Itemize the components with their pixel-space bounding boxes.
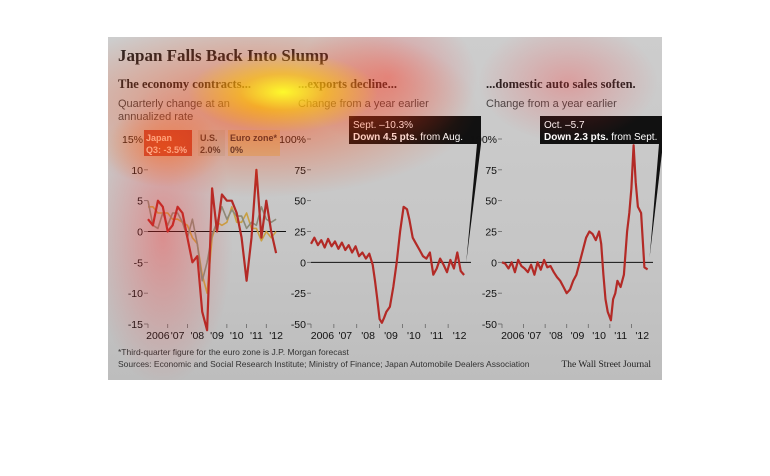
series-line-0 (501, 144, 649, 322)
x-tick-label: '12 (453, 330, 467, 342)
y-tick-label: -25 (482, 288, 497, 300)
x-tick-label: '08 (361, 330, 375, 342)
y-tick-label: -25 (291, 288, 306, 300)
y-tick-label: 100% (279, 134, 306, 146)
y-tick-label: 50 (485, 196, 497, 208)
x-tick-label: '07 (528, 330, 542, 342)
panel-description-2: annualized rate (118, 111, 193, 123)
panel-description: Change from a year earlier (486, 98, 617, 110)
y-tick-label: 15% (122, 134, 143, 146)
x-tick-label: '07 (171, 330, 185, 342)
x-tick-label: '09 (571, 330, 585, 342)
x-tick-label: '11 (614, 330, 627, 342)
y-tick-label: 75 (485, 165, 497, 177)
y-tick-label: 0 (491, 257, 497, 269)
x-tick-label: 2006 (146, 330, 170, 342)
callout-pointer (466, 144, 481, 264)
y-tick-label: 25 (485, 227, 497, 239)
callout-line2: Down 4.5 pts. from Aug. (353, 132, 463, 143)
economy-panel: The economy contracts... Quarterly change… (118, 77, 286, 342)
y-tick-label: -50 (291, 319, 306, 331)
y-tick-label: 5 (137, 196, 143, 208)
y-tick-label: 75 (294, 165, 306, 177)
y-tick-label: 50 (294, 196, 306, 208)
panel-subtitle: The economy contracts... (118, 77, 251, 91)
y-tick-label: -50 (482, 319, 497, 331)
exports-panel: ...exports decline... Change from a year … (279, 77, 481, 342)
x-tick-label: 2006 (311, 330, 335, 342)
sources: Sources: Economic and Social Research In… (118, 359, 530, 369)
y-tick-label: 10 (131, 165, 143, 177)
x-tick-label: '12 (635, 330, 649, 342)
x-tick-label: '10 (230, 330, 244, 342)
x-tick-label: '11 (250, 330, 263, 342)
series-line-0 (310, 205, 465, 324)
callout-line2: Down 2.3 pts. from Sept. (544, 132, 657, 143)
y-tick-label: 0 (137, 227, 143, 239)
callout-line1: Sept. –10.3% (353, 120, 413, 131)
y-tick-label: -5 (134, 257, 143, 269)
legend-name: Japan (146, 133, 172, 143)
credit: The Wall Street Journal (561, 360, 651, 370)
legend-name: U.S. (200, 133, 218, 143)
x-tick-label: '09 (210, 330, 224, 342)
callout-pointer (649, 144, 662, 258)
y-tick-label: 100% (470, 134, 497, 146)
y-tick-label: 0 (300, 257, 306, 269)
chart-title: Japan Falls Back Into Slump (118, 46, 329, 65)
x-tick-label: '07 (338, 330, 352, 342)
legend-name: Euro zone* (230, 133, 278, 143)
callout-bold: Down 2.3 pts. (544, 132, 609, 143)
callout-rest: from Aug. (417, 132, 463, 143)
x-tick-label: '09 (384, 330, 398, 342)
panel-subtitle: ...exports decline... (298, 77, 397, 91)
series-line-0 (147, 168, 278, 332)
legend-value: 0% (230, 145, 243, 155)
x-tick-label: 2006 (501, 330, 525, 342)
panel-description: Change from a year earlier (298, 98, 429, 110)
x-tick-label: '11 (430, 330, 443, 342)
panel-description: Quarterly change at an (118, 98, 230, 110)
footnote: *Third-quarter figure for the euro zone … (118, 347, 350, 357)
x-tick-label: '10 (592, 330, 606, 342)
callout-rest: from Sept. (608, 132, 657, 143)
x-tick-label: '12 (269, 330, 283, 342)
legend-value: Q3: -3.5% (146, 145, 187, 155)
auto-sales-panel: ...domestic auto sales soften. Change fro… (470, 77, 662, 342)
y-tick-label: -15 (128, 319, 143, 331)
chart-graphic: Japan Falls Back Into Slump The economy … (118, 46, 662, 370)
callout-bold: Down 4.5 pts. (353, 132, 418, 143)
legend-value: 2.0% (200, 145, 221, 155)
x-tick-label: '10 (407, 330, 421, 342)
panel-subtitle: ...domestic auto sales soften. (486, 77, 636, 91)
x-tick-label: '08 (549, 330, 563, 342)
y-tick-label: 25 (294, 227, 306, 239)
x-tick-label: '08 (190, 330, 204, 342)
callout-line1: Oct. –5.7 (544, 120, 585, 131)
y-tick-label: -10 (128, 288, 143, 300)
